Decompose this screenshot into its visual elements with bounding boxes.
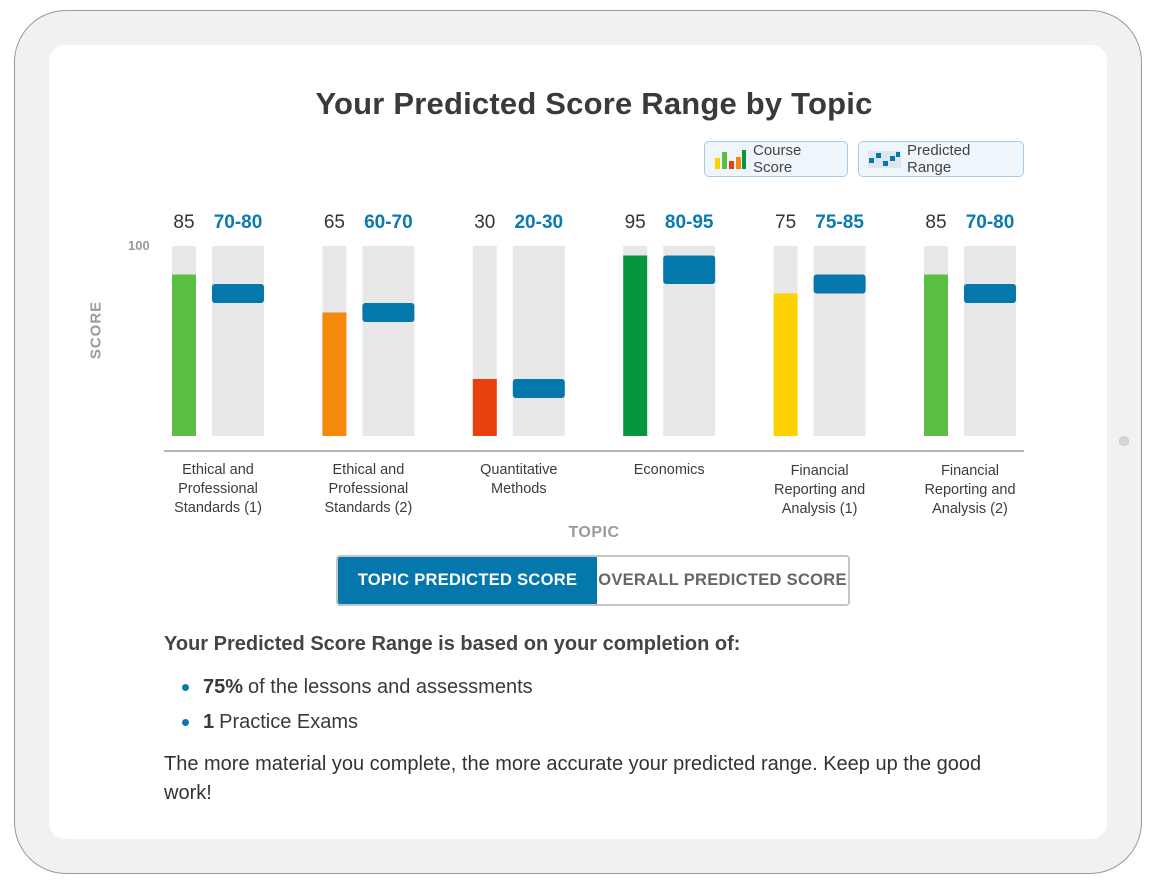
course-score-bar: [172, 274, 196, 436]
legend-course-score-label: Course Score: [753, 142, 802, 176]
x-axis-line: [164, 450, 1024, 452]
course-score-bar: [924, 274, 948, 436]
topic-predicted-score-tab[interactable]: TOPIC PREDICTED SCORE: [338, 557, 597, 604]
predicted-range-block: [663, 255, 716, 284]
home-button: [1119, 436, 1129, 446]
y-tick-100: 100: [128, 238, 150, 253]
summary-item-value: 75%: [203, 676, 244, 698]
legend-predicted-range-label: Predicted Range: [907, 142, 971, 176]
predicted-range-track: [964, 246, 1016, 436]
predicted-range-block: [813, 274, 866, 294]
summary-item-text: of the lessons and assessments: [248, 676, 533, 698]
legend-predicted-range[interactable]: Predicted Range: [858, 141, 1024, 177]
summary-footer: The more material you complete, the more…: [164, 753, 982, 804]
summary-item: 1 Practice Exams: [182, 711, 358, 734]
course-score-bar: [773, 293, 798, 436]
category-label: Financial Reporting and Analysis (1): [774, 463, 866, 517]
course-score-value: 95: [624, 212, 646, 233]
summary-item-text: Practice Exams: [219, 711, 359, 733]
predicted-range-block: [362, 303, 415, 322]
screen: [49, 45, 1107, 839]
predicted-range-block: [964, 284, 1016, 303]
course-score-bar: [472, 379, 497, 436]
predicted-range-block: [512, 379, 565, 398]
predicted-range-track: [512, 246, 565, 436]
predicted-range-block: [212, 284, 264, 303]
summary-item: 75% of the lessons and assessments: [182, 676, 533, 699]
overall-predicted-score-tab[interactable]: OVERALL PREDICTED SCORE: [597, 557, 848, 604]
course-score-value: 75: [775, 212, 797, 233]
predicted-range-track: [212, 246, 264, 436]
category-label: Economics: [633, 462, 705, 478]
course-score-bar: [623, 255, 648, 436]
predicted-range-value: 60-70: [364, 212, 413, 233]
summary-heading: Your Predicted Score Range is based on y…: [164, 633, 741, 655]
course-score-value: 30: [474, 212, 496, 233]
category-label: Ethical and Professional Standards (2): [324, 462, 413, 516]
predicted-range-value: 20-30: [514, 212, 564, 233]
bullet-dot: [182, 684, 189, 691]
course-score-value: 85: [925, 212, 947, 233]
predicted-range-value: 70-80: [213, 212, 263, 233]
score-view-toggle[interactable]: TOPIC PREDICTED SCORE OVERALL PREDICTED …: [336, 555, 850, 606]
category-label: Quantitative Methods: [480, 462, 558, 497]
bar-chart-icon: [713, 149, 747, 169]
predicted-range-track: [362, 246, 415, 436]
bullet-dot: [182, 719, 189, 726]
range-blocks-icon: [867, 149, 901, 169]
course-score-value: 65: [323, 212, 345, 233]
predicted-range-value: 70-80: [965, 212, 1015, 233]
course-score-value: 85: [173, 212, 195, 233]
course-score-bar: [322, 312, 347, 436]
predicted-range-value: 80-95: [664, 212, 714, 233]
predicted-range-value: 75-85: [815, 212, 864, 233]
category-label: Ethical and Professional Standards (1): [174, 462, 262, 516]
page-title: Your Predicted Score Range by Topic: [315, 86, 873, 121]
category-label: Financial Reporting and Analysis (2): [924, 463, 1016, 517]
summary-item-value: 1: [203, 711, 215, 733]
legend-course-score[interactable]: Course Score: [704, 141, 848, 177]
x-axis-label: TOPIC: [568, 524, 620, 541]
